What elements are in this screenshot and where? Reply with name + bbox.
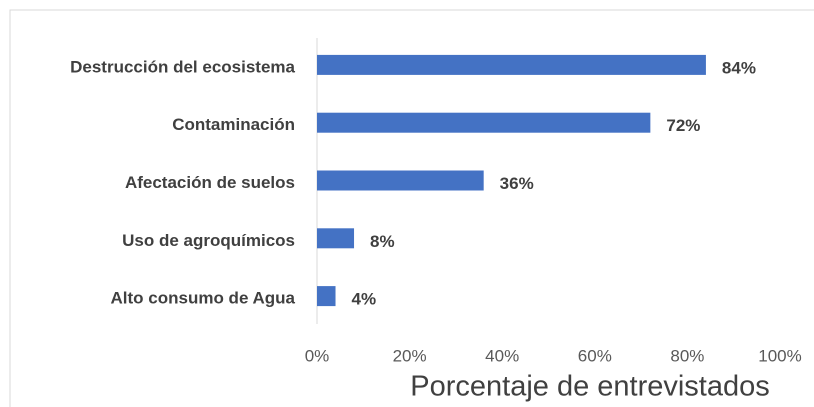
x-tick-label: 0%: [305, 346, 330, 365]
bar: [317, 170, 484, 191]
value-label: 72%: [666, 116, 700, 135]
x-tick-label: 100%: [758, 346, 801, 365]
x-tick-label: 20%: [393, 346, 427, 365]
y-tick-label: Destrucción del ecosistema: [70, 57, 295, 76]
y-tick-label: Afectación de suelos: [125, 173, 295, 192]
bar: [317, 112, 651, 133]
bar: [317, 54, 706, 75]
value-label: 4%: [352, 290, 377, 309]
x-axis-label: Porcentaje de entrevistados: [410, 371, 770, 403]
x-tick-label: 40%: [485, 346, 519, 365]
value-label: 8%: [370, 232, 395, 251]
x-tick-label: 80%: [670, 346, 704, 365]
y-tick-label: Contaminación: [172, 115, 295, 134]
value-label: 36%: [500, 174, 534, 193]
x-tick-label: 60%: [578, 346, 612, 365]
bar: [317, 286, 336, 307]
chart-frame: [9, 9, 814, 407]
y-tick-label: Alto consumo de Agua: [111, 289, 296, 308]
bar: [317, 228, 355, 249]
y-tick-label: Uso de agroquímicos: [122, 231, 295, 250]
value-label: 84%: [722, 58, 756, 77]
